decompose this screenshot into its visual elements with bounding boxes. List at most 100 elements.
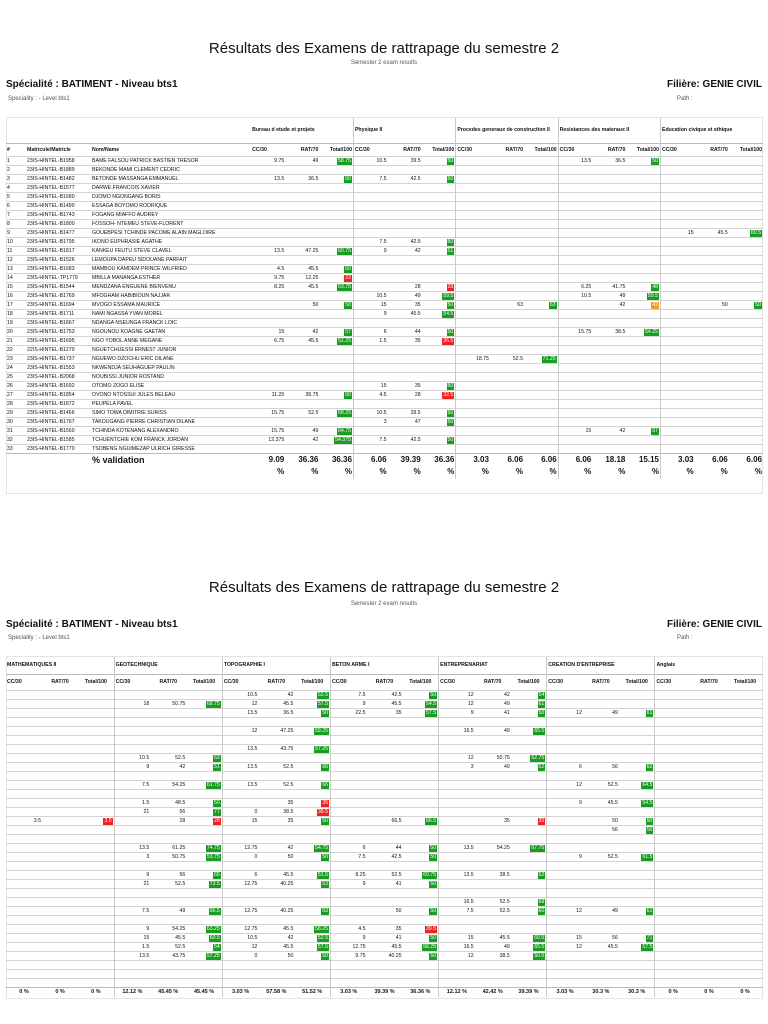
student-name: OVONO NTOSSUI JULES BELEAU — [91, 389, 252, 399]
grade-cell — [524, 326, 559, 336]
validation-value: 0 % — [654, 986, 691, 997]
grade-cell — [113, 815, 151, 825]
grade-cell — [618, 689, 655, 699]
percent-sign: % — [549, 466, 557, 476]
grade-cell: 52.5 — [489, 353, 525, 363]
grade-cell-value: 62.75 — [530, 754, 546, 762]
table-row: 9 54.25 63.25 12.75 45.5 58.25 4.5 35 39.5 — [6, 923, 764, 933]
validation-value: 30.3 % — [618, 986, 655, 997]
row-number: 21 — [6, 335, 26, 345]
grade-cell — [402, 797, 439, 807]
grade-cell — [489, 290, 525, 300]
grade-cell-value: 22 — [344, 274, 352, 282]
grade-cell — [438, 734, 475, 744]
grade-cell — [474, 824, 511, 834]
student-matricule: 23IS-HINTEL-B1737 — [26, 353, 92, 363]
table-row: 32 23IS-HINTEL-B1585 TCHUENTCHIE KOM FRANC… — [6, 434, 763, 444]
grade-cell — [319, 200, 354, 210]
grade-cell: 57 — [626, 425, 661, 435]
grade-cell — [690, 734, 728, 744]
col-cc-30: CC/30 — [6, 673, 43, 690]
grade-cell — [546, 824, 583, 834]
grade-cell — [402, 716, 439, 726]
grade-cell — [221, 896, 259, 906]
table-row: 18 50.75 68.75 12 45.5 57.5 9 45.5 54.5 12 49 61 — [6, 698, 764, 708]
grade-cell: 51 — [421, 245, 456, 255]
grade-cell — [387, 398, 422, 408]
grade-cell: 50 — [319, 263, 354, 273]
grade-cell — [455, 245, 490, 255]
row-number: 24 — [6, 362, 26, 372]
grade-cell — [366, 725, 403, 735]
table-row: 5 23IS-HINTEL-B1680 DJOMO NGONGANG BORIS — [6, 191, 763, 201]
col-total-100: Total/100 — [728, 142, 763, 156]
grade-cell: 57.5 — [402, 707, 439, 717]
grade-cell — [6, 896, 43, 906]
grade-cell: 47.25 — [285, 245, 320, 255]
grade-cell: 59.5 — [421, 290, 456, 300]
grade-cell-value: 57.25 — [205, 952, 221, 960]
row-number: 14 — [6, 272, 26, 282]
grade-cell: 52 — [510, 869, 547, 879]
grade-cell: 52.5 — [258, 761, 295, 771]
grade-cell — [113, 968, 151, 978]
validation-value: 45.45 % — [186, 986, 223, 997]
grade-cell — [690, 797, 728, 807]
validation-value: 0 % — [78, 986, 115, 997]
speciality-en-1: Speciality : - Level bts1 — [8, 96, 70, 102]
grade-cell — [727, 824, 764, 834]
validation-row: % validation 9.09% 36.36% 36.36% 6.06% 39.39%… — [6, 452, 763, 479]
grade-cell — [329, 779, 367, 789]
grade-cell: 42 — [258, 689, 295, 699]
grade-cell — [319, 209, 354, 219]
grade-cell-value: 59.5 — [646, 292, 660, 300]
grade-cell — [654, 968, 691, 978]
grade-cell — [6, 806, 43, 816]
grade-cell — [660, 407, 695, 417]
grade-cell — [319, 398, 354, 408]
grade-cell-value: 60.5 — [749, 229, 762, 237]
grade-cell: 6.75 — [251, 335, 286, 345]
grade-cell — [421, 164, 456, 174]
grade-cell — [626, 434, 661, 444]
grade-cell: 18 — [113, 698, 151, 708]
grade-cell — [557, 344, 593, 354]
table-row: 13 23IS-HINTEL-B1683 MAMBOU KAMDEM PRINCE … — [6, 263, 763, 273]
grade-cell — [455, 308, 490, 318]
grade-cell — [150, 914, 187, 924]
validation-number: 6.06 — [541, 454, 557, 464]
grade-cell — [78, 959, 115, 969]
grade-cell — [421, 272, 456, 282]
grade-cell-value: 61 — [645, 709, 654, 717]
grade-cell — [660, 344, 695, 354]
grade-cell — [546, 698, 583, 708]
subject-header: TOPOGRAPHIE I — [221, 657, 331, 674]
student-name: BAME FALSOU PATRICK BASTIEN TRESOR — [91, 155, 252, 165]
table-row: 17 23IS-HINTEL-B1694 MVOGO ESSAMA MAURICE 5… — [6, 299, 763, 309]
grade-cell: 49 — [582, 707, 619, 717]
column-header-row: # Matricule/Matricle Nom/Name CC/30 RAT/70 To… — [6, 142, 763, 156]
grade-cell: 50 — [421, 236, 456, 246]
grade-cell: 42 — [474, 689, 511, 699]
blank-header — [91, 118, 251, 143]
grade-cell: 10.5 — [221, 689, 259, 699]
grade-cell: 42.5 — [366, 689, 403, 699]
grade-cell — [221, 788, 259, 798]
grade-cell — [113, 977, 151, 987]
grade-cell-value: 57 — [344, 328, 352, 336]
grade-cell — [728, 308, 763, 318]
grade-cell-value: 35 — [321, 799, 329, 807]
grade-cell — [510, 860, 547, 870]
grade-cell — [6, 977, 43, 987]
grade-cell — [402, 734, 439, 744]
grade-cell — [690, 923, 728, 933]
grade-cell — [402, 779, 439, 789]
grade-cell: 52.5 — [294, 932, 331, 942]
path-label-2: Path : — [677, 635, 693, 641]
grade-cell: 50 — [258, 950, 295, 960]
grade-cell — [557, 218, 593, 228]
grade-cell — [258, 716, 295, 726]
grade-cell — [285, 416, 320, 426]
grade-cell — [42, 824, 79, 834]
table-row: 23 23IS-HINTEL-B1737 NGUEWO DZOCHU ERIC DI… — [6, 353, 763, 363]
